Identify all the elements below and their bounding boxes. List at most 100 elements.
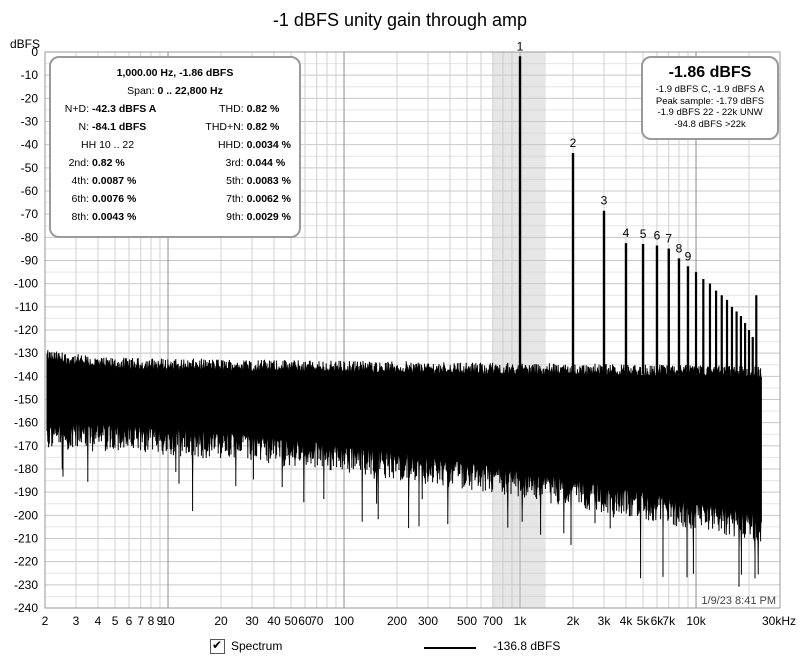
y-tick-label: -20 [21, 91, 39, 105]
x-tick-label: 7k [662, 614, 676, 628]
y-tick-label: -40 [21, 138, 39, 152]
x-tick-label: 500 [457, 614, 477, 628]
y-tick-label: 0 [31, 45, 38, 59]
stat-value: 0.82 % [246, 121, 280, 133]
y-tick-label: -170 [14, 439, 38, 453]
y-tick-label: -230 [14, 578, 38, 592]
y-tick-label: -120 [14, 323, 38, 337]
stat-cell: 7th: 0.0062 % [166, 193, 291, 205]
x-tick-label: 100 [334, 614, 354, 628]
x-tick-label: 7 [137, 614, 144, 628]
x-tick-label: 6k [651, 614, 665, 628]
harmonic-label: 5 [640, 227, 647, 241]
x-tick-label: 10 [161, 614, 175, 628]
y-tick-label: -90 [21, 254, 39, 268]
y-tick-label: -190 [14, 485, 38, 499]
stat-value: 0.0043 % [92, 211, 137, 223]
stats-header: 1,000.00 Hz, -1.86 dBFS [116, 67, 234, 79]
spectrum-checkbox-label[interactable]: Spectrum [231, 639, 283, 653]
stat-label: 8th: [71, 211, 89, 223]
x-tick-label: 4k [620, 614, 634, 628]
stat-label: 5th: [226, 175, 244, 187]
y-tick-label: -160 [14, 416, 38, 430]
x-tick-label: 70 [310, 614, 324, 628]
level-panel: -1.86 dBFS -1.9 dBFS C, -1.9 dBFS A Peak… [641, 56, 779, 140]
stat-label: N: [78, 121, 90, 133]
harmonic-label: 1 [517, 39, 524, 53]
plot-frame [44, 51, 781, 609]
chart-title: -1 dBFS unity gain through amp [273, 10, 527, 30]
stat-label: HHD: [217, 139, 244, 151]
legend-line-swatch [424, 647, 476, 649]
y-axis-label: dBFS [10, 37, 40, 51]
harmonic-label: 6 [654, 228, 661, 242]
y-tick-label: -80 [21, 230, 39, 244]
level-line: -1.9 dBFS C, -1.9 dBFS A [655, 84, 765, 95]
x-tick-label: 700 [483, 614, 503, 628]
level-line: Peak sample: -1.79 dBFS [655, 95, 765, 107]
x-tick-label: 5 [112, 614, 119, 628]
x-tick-label: 200 [387, 614, 407, 628]
stat-cell: 6th: 0.0076 % [51, 193, 166, 205]
stats-span-value: 0 .. 22,800 Hz [157, 85, 223, 97]
x-tick-label: 2k [567, 614, 581, 628]
stat-label: 7th: [226, 193, 244, 205]
y-tick-label: -150 [14, 393, 38, 407]
stat-label: THD: [219, 103, 244, 115]
stat-label: 6th: [71, 193, 89, 205]
y-tick-label: -110 [15, 300, 38, 314]
stat-cell: 5th: 0.0083 % [166, 175, 291, 187]
stat-cell: THD: 0.82 % [166, 103, 291, 115]
x-tick-label: 20 [214, 614, 228, 628]
y-tick-label: -30 [21, 115, 39, 129]
x-tick-label: 30kHz [762, 614, 796, 628]
y-tick-label: -200 [14, 508, 38, 522]
x-tick-label: 6 [126, 614, 133, 628]
level-line: -94.8 dBFS >22k [674, 118, 746, 130]
y-tick-label: -130 [14, 346, 38, 360]
stat-cell: 8th: 0.0043 % [51, 211, 166, 223]
harmonic-peaks-group: 1 2 3 4 5 6 789 [517, 39, 758, 375]
y-tick-label: -140 [14, 369, 38, 383]
stat-value: HH 10 .. 22 [81, 139, 135, 151]
stat-cell: N: -84.1 dBFS [51, 121, 166, 133]
stat-label: N+D: [64, 103, 89, 115]
stat-label: 2nd: [68, 157, 89, 169]
x-tick-label: 10k [686, 614, 706, 628]
x-tick-label: 50 [284, 614, 298, 628]
y-tick-label: -100 [14, 277, 38, 291]
x-tick-label: 4 [95, 614, 102, 628]
x-tick-label: 3k [598, 614, 612, 628]
x-tick-label: 40 [267, 614, 281, 628]
x-tick-label: 5k [637, 614, 651, 628]
stat-value: -42.3 dBFS A [92, 103, 157, 115]
harmonic-label: 8 [676, 241, 683, 255]
y-tick-label: -10 [21, 68, 39, 82]
x-tick-label: 8 [148, 614, 155, 628]
stat-cell: 3rd: 0.044 % [166, 157, 291, 169]
y-tick-label: -240 [14, 601, 38, 615]
spectrum-checkbox[interactable] [210, 638, 225, 654]
stat-label: THD+N: [205, 121, 244, 133]
harmonic-label: 9 [685, 249, 692, 263]
stat-cell: 9th: 0.0029 % [166, 211, 291, 223]
harmonic-label: 4 [623, 226, 630, 240]
stats-span: Span: 0 .. 22,800 Hz [51, 85, 299, 97]
x-tick-label: 60 [298, 614, 312, 628]
stat-value: 0.0083 % [246, 175, 291, 187]
stat-cell: 4th: 0.0087 % [51, 175, 166, 187]
spectrum-noise-fill [47, 350, 762, 587]
stat-value: 0.82 % [246, 103, 280, 115]
x-tick-label: 3 [73, 614, 80, 628]
y-tick-label: -210 [14, 532, 38, 546]
stat-value: 0.0087 % [92, 175, 137, 187]
y-tick-label: -60 [21, 184, 39, 198]
stat-label: 4th: [71, 175, 89, 187]
stat-label: 3rd: [225, 157, 244, 169]
timestamp-label: 1/9/23 8:41 PM [701, 595, 776, 607]
stat-value: -84.1 dBFS [92, 121, 147, 133]
stat-value: 0.0034 % [246, 139, 291, 151]
stat-label: 9th: [226, 211, 244, 223]
legend-value: -136.8 dBFS [493, 639, 561, 653]
